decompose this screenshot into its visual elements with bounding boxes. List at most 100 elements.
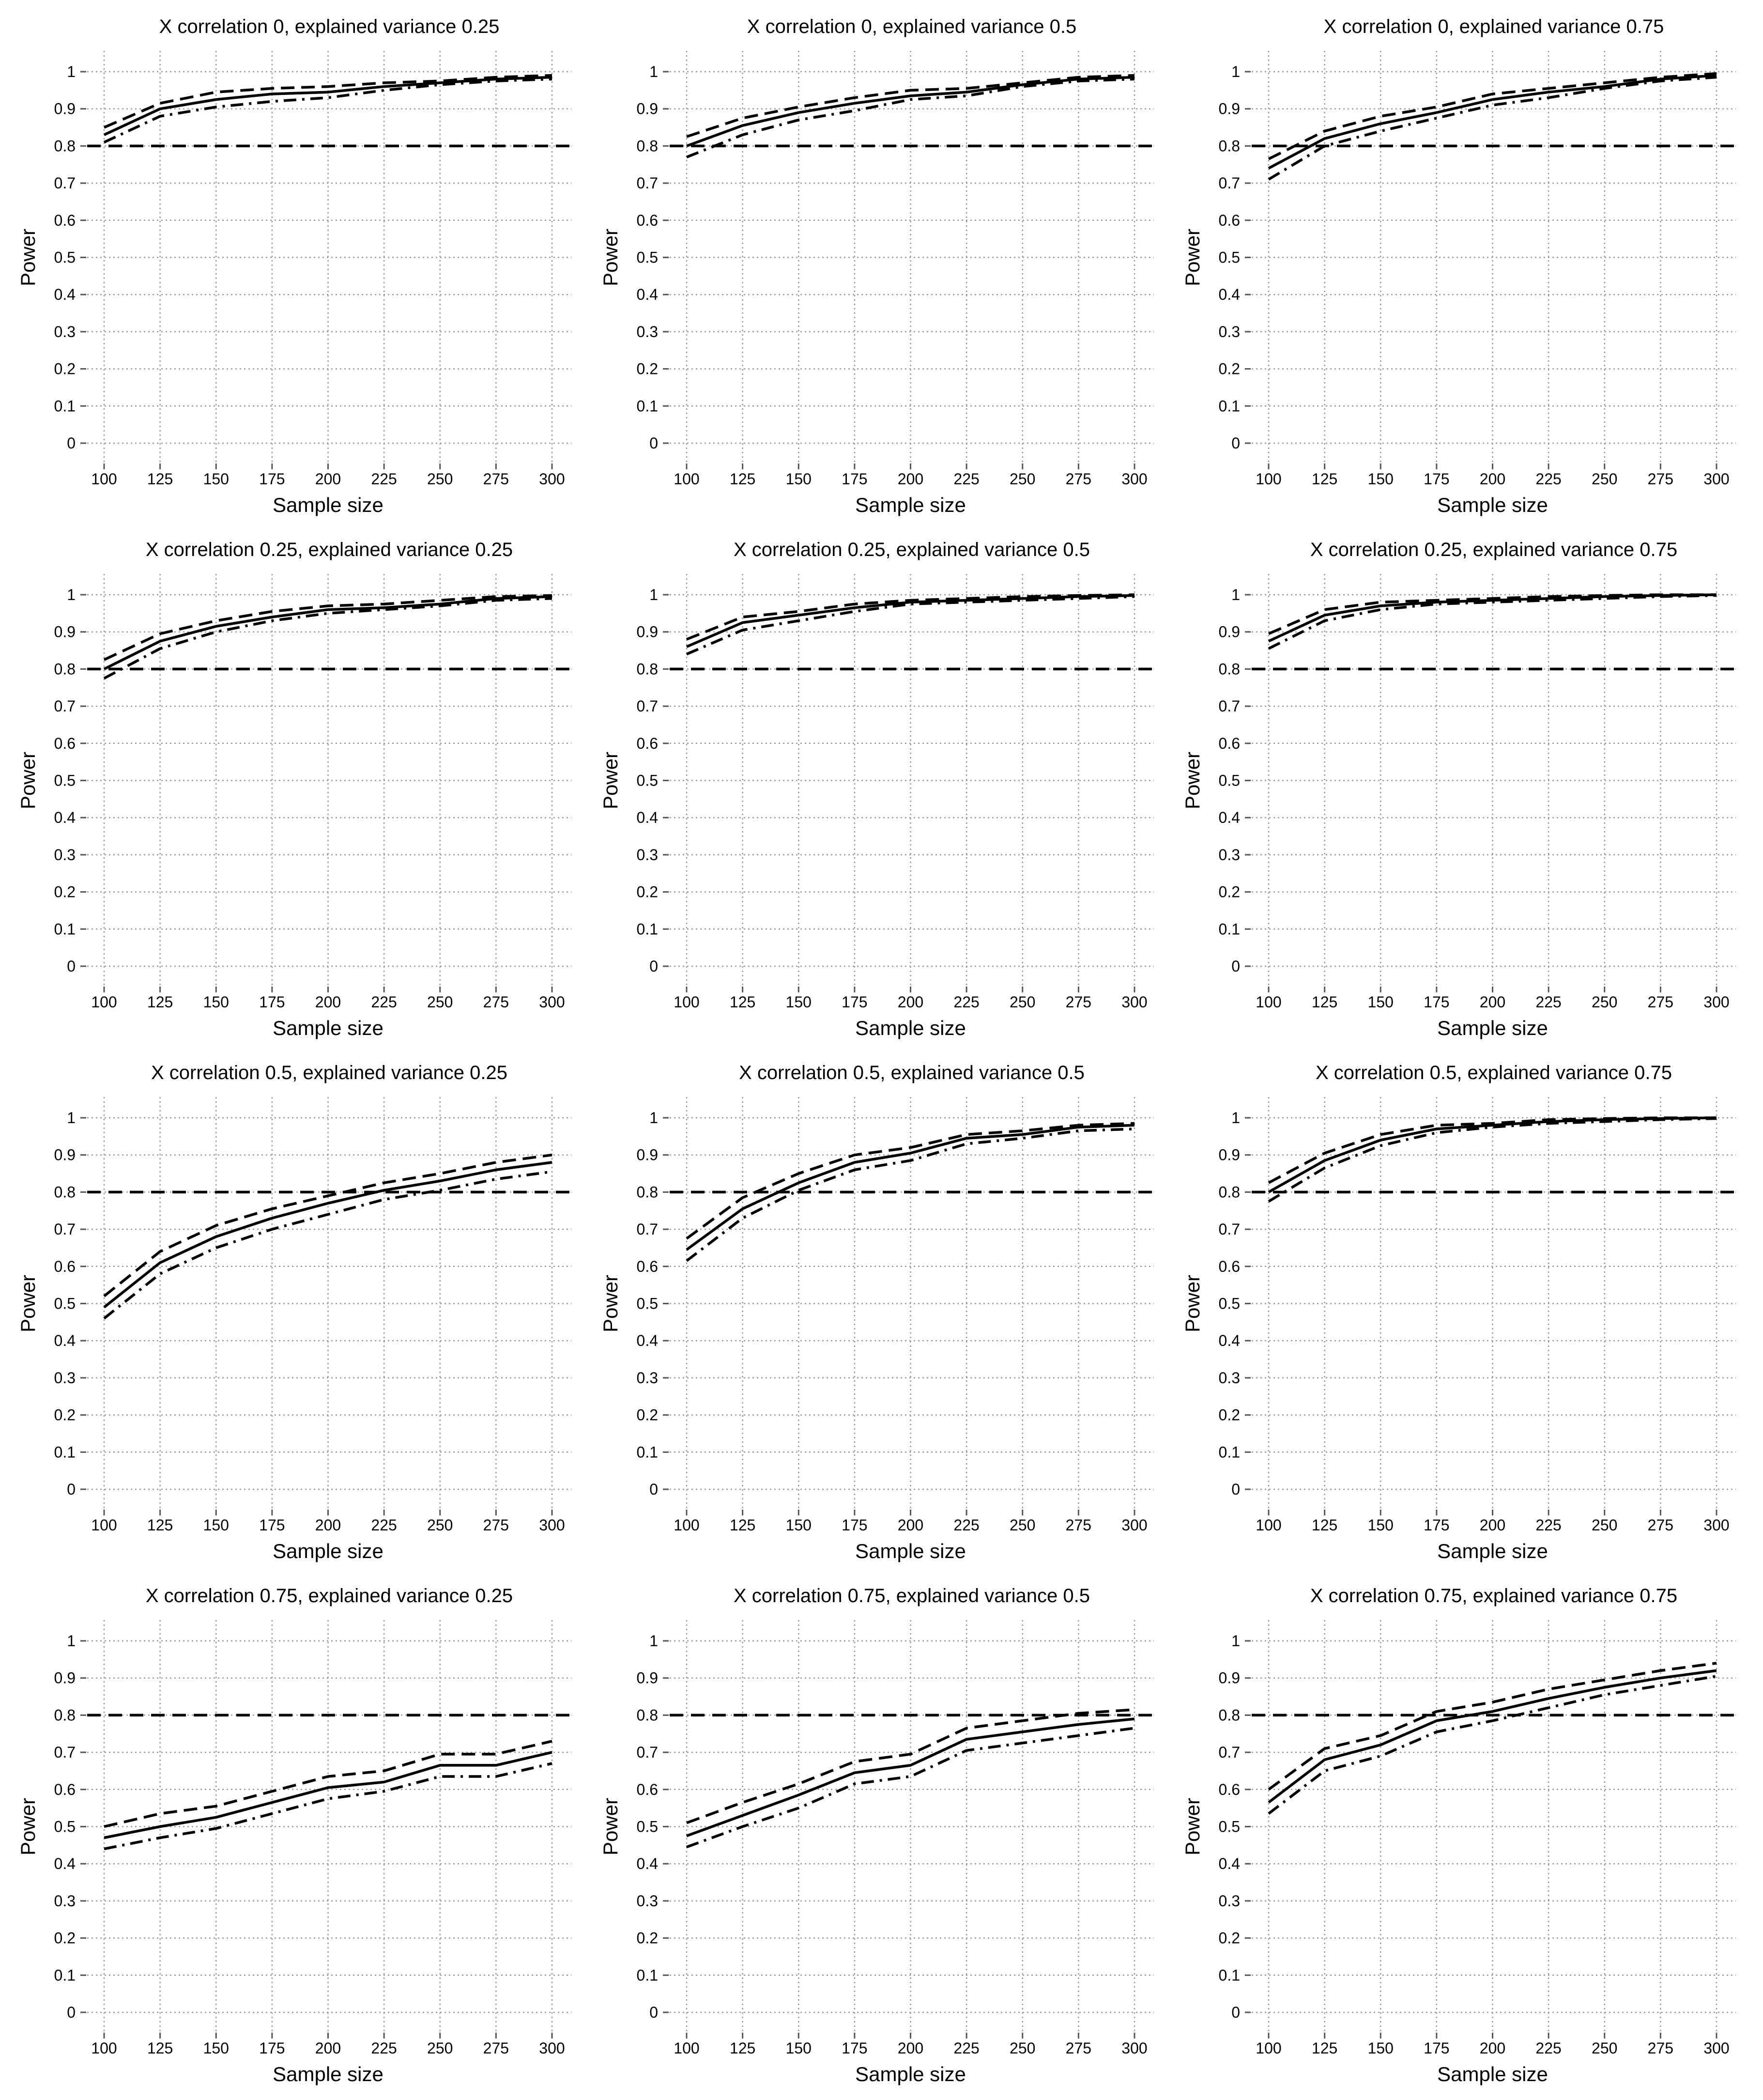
series-line-dashed: [104, 1740, 552, 1828]
series-line-dotdash: [103, 77, 552, 144]
y-tick-label: 0.8: [1219, 1706, 1240, 1724]
y-tick-label: 0.2: [1219, 1406, 1240, 1424]
series-line-dotdash: [1268, 76, 1717, 181]
x-tick-label: 300: [539, 2039, 565, 2057]
y-tick-label: 0.6: [54, 212, 76, 229]
x-tick-label: 150: [1368, 993, 1394, 1011]
x-tick-label: 125: [730, 470, 755, 488]
y-tick-label: 0.9: [637, 1669, 658, 1687]
y-tick-label: 0.3: [54, 323, 76, 340]
x-axis-label: Sample size: [1437, 1017, 1548, 1039]
x-tick-label: 150: [786, 993, 812, 1011]
panel-title: X correlation 0.25, explained variance 0…: [1310, 539, 1677, 560]
x-tick-label: 300: [1121, 2039, 1147, 2057]
series-line-dotdash: [686, 595, 1135, 656]
y-tick-label: 0: [1231, 1481, 1240, 1498]
x-tick-label: 150: [786, 470, 812, 488]
series-line-dashed: [686, 1708, 1135, 1824]
x-tick-label: 250: [1010, 470, 1035, 488]
panel-title: X correlation 0.25, explained variance 0…: [734, 539, 1090, 560]
x-tick-label: 175: [259, 2039, 285, 2057]
y-axis-label: Power: [16, 1275, 39, 1332]
y-axis-label: Power: [599, 752, 622, 809]
panel-4: X correlation 0.25, explained variance 0…: [16, 539, 571, 1039]
x-tick-label: 125: [147, 470, 173, 488]
y-tick-label: 1: [67, 586, 76, 603]
y-tick-label: 0.5: [54, 772, 76, 789]
series-line-dashed: [1268, 1116, 1717, 1184]
series-line-solid: [1268, 1116, 1717, 1193]
y-axis-label: Power: [599, 1798, 622, 1855]
y-tick-label: 0.1: [1219, 1443, 1240, 1461]
y-tick-label: 0.3: [54, 1892, 76, 1910]
x-tick-label: 225: [1535, 470, 1561, 488]
y-tick-label: 0.4: [1219, 1332, 1240, 1349]
y-tick-label: 0.8: [1219, 660, 1240, 678]
x-tick-label: 250: [427, 470, 453, 488]
panel-10: X correlation 0.75, explained variance 0…: [16, 1585, 571, 2085]
x-tick-label: 175: [1424, 1516, 1449, 1534]
y-tick-label: 0.8: [1219, 137, 1240, 154]
x-tick-label: 300: [539, 993, 565, 1011]
x-tick-label: 225: [953, 2039, 979, 2057]
y-axis-label: Power: [1181, 752, 1204, 809]
y-tick-label: 0.1: [637, 1443, 658, 1461]
x-tick-label: 250: [1010, 1516, 1035, 1534]
y-tick-label: 0.9: [1219, 1146, 1240, 1164]
y-tick-label: 0: [67, 2004, 76, 2021]
x-tick-label: 150: [786, 2039, 812, 2057]
y-tick-label: 0.9: [1219, 100, 1240, 118]
y-tick-label: 0.7: [54, 697, 76, 715]
panel-title: X correlation 0.5, explained variance 0.…: [1316, 1062, 1672, 1083]
x-tick-label: 100: [91, 470, 117, 488]
x-tick-label: 100: [91, 993, 117, 1011]
x-tick-label: 200: [898, 1516, 923, 1534]
y-tick-label: 1: [649, 586, 658, 603]
y-tick-label: 0.5: [637, 1295, 658, 1312]
y-tick-label: 0.1: [637, 1966, 658, 1984]
x-axis-label: Sample size: [273, 494, 383, 516]
series-line-dashed: [1268, 593, 1717, 635]
x-tick-label: 200: [898, 993, 923, 1011]
y-axis-label: Power: [16, 752, 39, 809]
series-line-dashed: [103, 594, 552, 661]
y-tick-label: 0: [67, 1481, 76, 1498]
panel-title: X correlation 0.75, explained variance 0…: [146, 1585, 513, 1606]
y-tick-label: 0.7: [54, 1220, 76, 1238]
series-line-solid: [1268, 1669, 1717, 1804]
series-line-dashed: [103, 1153, 552, 1297]
x-tick-label: 150: [1368, 1516, 1394, 1534]
x-axis-label: Sample size: [1437, 2063, 1548, 2085]
y-tick-label: 0.2: [54, 1406, 76, 1424]
panel-6: X correlation 0.25, explained variance 0…: [1181, 539, 1736, 1039]
x-tick-label: 150: [203, 993, 229, 1011]
panel-2: X correlation 0, explained variance 0.5 0…: [599, 16, 1154, 516]
y-tick-label: 0.8: [1219, 1183, 1240, 1201]
y-tick-label: 0.2: [1219, 1930, 1240, 1947]
x-tick-label: 200: [315, 1516, 341, 1534]
panel-title: X correlation 0.5, explained variance 0.…: [151, 1062, 507, 1083]
y-tick-label: 0.6: [1219, 735, 1240, 752]
y-tick-label: 0.9: [54, 623, 76, 641]
panel-title: X correlation 0.75, explained variance 0…: [1310, 1585, 1677, 1606]
x-tick-label: 225: [953, 470, 979, 488]
series-line-dotdash: [686, 77, 1135, 158]
y-tick-label: 0.9: [1219, 623, 1240, 641]
y-tick-label: 0: [649, 2004, 658, 2021]
y-tick-label: 0.2: [637, 883, 658, 901]
y-tick-label: 0.1: [54, 397, 76, 415]
y-tick-label: 0.1: [54, 1966, 76, 1984]
y-tick-label: 0.7: [54, 174, 76, 192]
y-tick-label: 0.5: [1219, 1295, 1240, 1312]
x-tick-label: 100: [91, 2039, 117, 2057]
x-tick-label: 175: [842, 470, 867, 488]
x-axis-label: Sample size: [1437, 494, 1548, 516]
y-tick-label: 0.6: [1219, 212, 1240, 229]
series-line-dotdash: [103, 1170, 552, 1320]
x-axis-label: Sample size: [855, 2063, 966, 2085]
y-tick-label: 0: [67, 957, 76, 975]
x-tick-label: 300: [1703, 2039, 1729, 2057]
x-tick-label: 275: [1648, 993, 1673, 1011]
y-tick-label: 0.9: [54, 100, 76, 118]
x-tick-label: 100: [1256, 2039, 1281, 2057]
